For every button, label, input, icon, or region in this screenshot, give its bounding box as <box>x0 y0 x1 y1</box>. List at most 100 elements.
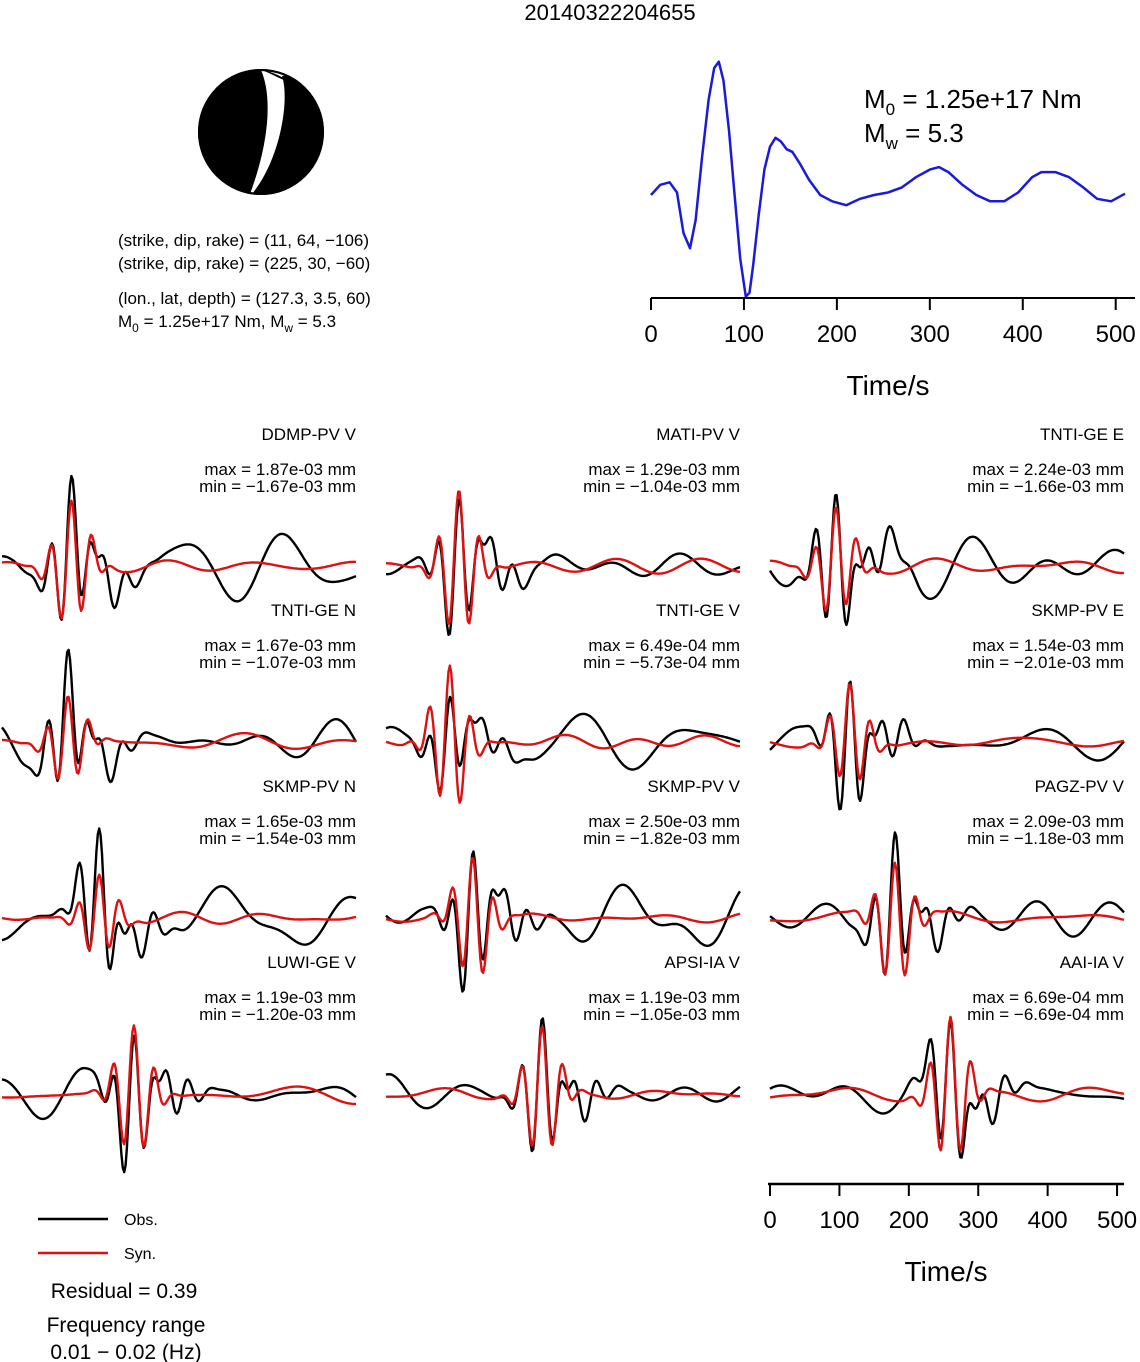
waveform-tick-label: 100 <box>819 1207 859 1234</box>
syn-waveform <box>385 490 741 625</box>
syn-waveform <box>385 664 741 804</box>
legend-obs-label: Obs. <box>124 1212 158 1229</box>
obs-waveform <box>1 1034 357 1174</box>
source-time-function-panel: M0 = 1.25e+17 Nm Mw = 5.3 0 100 200 300 400 5… <box>644 60 1136 401</box>
beachball-icon <box>198 69 324 195</box>
stf-xlabel: Time/s <box>847 370 930 401</box>
max-amplitude: max = 1.19e-03 mm <box>204 988 356 1007</box>
syn-waveform <box>769 1015 1125 1152</box>
syn-waveform <box>769 861 1125 977</box>
min-amplitude: min = −1.20e-03 mm <box>199 1005 356 1024</box>
figure-title: 20140322204655 <box>524 0 695 25</box>
waveform-xlabel: Time/s <box>905 1256 988 1287</box>
moment-magnitude-line: M0 = 1.25e+17 Nm, Mw = 5.3 <box>118 312 336 335</box>
max-amplitude: max = 1.87e-03 mm <box>204 460 356 479</box>
station-label: LUWI-GE V <box>267 953 356 972</box>
nodal-plane-1: (strike, dip, rake) = (11, 64, −106) <box>118 231 369 250</box>
stf-tick-label: 400 <box>1003 321 1043 348</box>
syn-waveform <box>1 873 357 951</box>
obs-waveform <box>2 474 357 621</box>
min-amplitude: min = −1.67e-03 mm <box>199 477 356 496</box>
station-label: TNTI-GE N <box>271 601 356 620</box>
stf-tick-label: 300 <box>910 321 950 348</box>
max-amplitude: max = 6.69e-04 mm <box>972 988 1124 1007</box>
beachball-nodal <box>262 70 290 82</box>
waveform-tick-label: 300 <box>958 1207 998 1234</box>
station-label: SKMP-PV V <box>647 777 740 796</box>
stf-m0-label: M0 = 1.25e+17 Nm <box>864 84 1082 119</box>
stf-mw-label: Mw = 5.3 <box>864 118 964 153</box>
legend: Obs. Syn. <box>38 1212 158 1263</box>
syn-waveform <box>385 857 741 974</box>
stf-tick-label: 100 <box>724 321 764 348</box>
min-amplitude: min = −1.82e-03 mm <box>583 829 740 848</box>
nodal-plane-2: (strike, dip, rake) = (225, 30, −60) <box>118 254 370 273</box>
max-amplitude: max = 1.67e-03 mm <box>204 636 356 655</box>
station-label: SKMP-PV N <box>262 777 356 796</box>
waveform-tick-label: 500 <box>1097 1207 1137 1234</box>
waveform-tick-label: 200 <box>889 1207 929 1234</box>
min-amplitude: min = −6.69e-04 mm <box>967 1005 1124 1024</box>
min-amplitude: min = −1.66e-03 mm <box>967 477 1124 496</box>
syn-waveform <box>1 1024 356 1148</box>
obs-waveform <box>769 680 1125 811</box>
station-label: MATI-PV V <box>656 425 740 444</box>
location-depth: (lon., lat, depth) = (127.3, 3.5, 60) <box>118 289 371 308</box>
max-amplitude: max = 1.54e-03 mm <box>972 636 1124 655</box>
min-amplitude: min = −5.73e-04 mm <box>583 653 740 672</box>
max-amplitude: max = 1.65e-03 mm <box>204 812 356 831</box>
frequency-range-value: 0.01 − 0.02 (Hz) <box>50 1341 201 1362</box>
waveform-time-axis: 0 100 200 300 400 500 <box>763 1182 1137 1234</box>
syn-waveform <box>386 1026 741 1147</box>
syn-waveform <box>2 695 357 780</box>
obs-waveform <box>385 850 741 993</box>
frequency-range-label: Frequency range <box>47 1314 206 1337</box>
beachball-compression-east <box>252 70 323 194</box>
max-amplitude: max = 2.50e-03 mm <box>588 812 740 831</box>
station-label: SKMP-PV E <box>1031 601 1124 620</box>
max-amplitude: max = 2.09e-03 mm <box>972 812 1124 831</box>
stf-curve <box>650 60 1126 298</box>
stf-tick-label: 500 <box>1096 321 1136 348</box>
obs-waveform <box>1 827 357 971</box>
station-label: APSI-IA V <box>664 953 740 972</box>
syn-waveform <box>769 683 1125 781</box>
station-label: TNTI-GE V <box>656 601 741 620</box>
obs-waveform <box>385 1017 741 1153</box>
station-label: TNTI-GE E <box>1040 425 1124 444</box>
station-label: PAGZ-PV V <box>1035 777 1125 796</box>
syn-waveform <box>1 499 357 620</box>
legend-syn-label: Syn. <box>124 1246 156 1263</box>
stf-time-axis: 0 100 200 300 400 500 <box>644 297 1136 348</box>
max-amplitude: max = 1.19e-03 mm <box>588 988 740 1007</box>
station-label: AAI-IA V <box>1060 953 1125 972</box>
stf-tick-label: 200 <box>817 321 857 348</box>
max-amplitude: max = 1.29e-03 mm <box>588 460 740 479</box>
max-amplitude: max = 2.24e-03 mm <box>972 460 1124 479</box>
beachball-compression-west <box>199 70 268 194</box>
min-amplitude: min = −2.01e-03 mm <box>967 653 1124 672</box>
min-amplitude: min = −1.04e-03 mm <box>583 477 740 496</box>
stf-tick-label: 0 <box>644 321 657 348</box>
residual-text: Residual = 0.39 <box>51 1280 198 1303</box>
min-amplitude: min = −1.18e-03 mm <box>967 829 1124 848</box>
min-amplitude: min = −1.07e-03 mm <box>199 653 356 672</box>
min-amplitude: min = −1.54e-03 mm <box>199 829 356 848</box>
max-amplitude: max = 6.49e-04 mm <box>588 636 740 655</box>
waveform-tick-label: 0 <box>763 1207 776 1234</box>
min-amplitude: min = −1.05e-03 mm <box>583 1005 740 1024</box>
